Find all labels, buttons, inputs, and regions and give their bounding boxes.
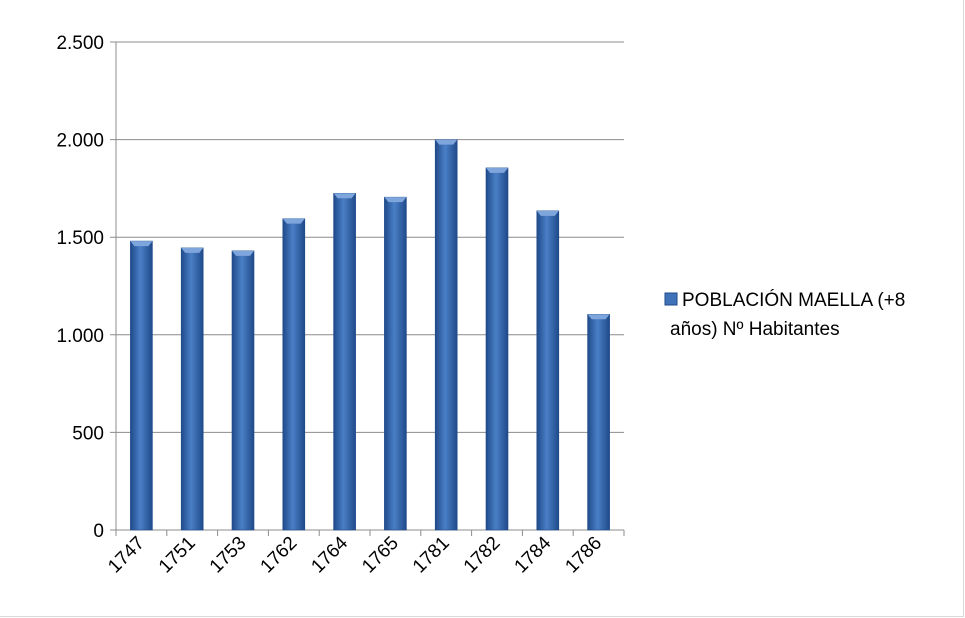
x-tick-label: 1753 <box>206 533 251 578</box>
x-tick-label: 1782 <box>460 533 505 578</box>
legend-swatch <box>664 292 678 306</box>
y-tick-label: 500 <box>72 423 104 444</box>
bar <box>180 247 204 531</box>
x-tick-labels: 1747 1751 1753 1762 1764 1765 1781 1782 1784 1786 <box>104 532 606 577</box>
y-tick-labels: 0 500 1.000 1.500 2.000 2.500 <box>56 33 104 542</box>
x-tick-label: 1784 <box>511 532 556 577</box>
bar <box>282 218 306 531</box>
x-tick-label: 1781 <box>409 533 454 578</box>
bar <box>434 139 458 531</box>
y-tick-label: 1.500 <box>56 228 104 249</box>
bar <box>333 192 356 531</box>
bar <box>384 196 407 531</box>
legend-label-line2: años) Nº Habitantes <box>670 319 840 340</box>
x-tick-label: 1762 <box>257 533 302 578</box>
bar <box>231 250 255 531</box>
legend: POBLACIÓN MAELLA (+8 años) Nº Habitantes <box>664 289 905 340</box>
bars <box>130 139 610 531</box>
y-tick-label: 2.500 <box>56 33 104 54</box>
x-tick-label: 1765 <box>358 533 403 578</box>
x-tick-label: 1751 <box>155 533 200 578</box>
legend-label-line1: POBLACIÓN MAELLA (+8 <box>682 289 905 311</box>
bar <box>587 314 610 531</box>
x-tick-label: 1786 <box>561 533 606 578</box>
bar <box>485 167 509 531</box>
x-tick-label: 1747 <box>104 533 149 578</box>
y-tick-label: 0 <box>93 521 104 542</box>
bar <box>130 240 153 531</box>
x-tick-label: 1764 <box>307 532 352 577</box>
y-tick-label: 2.000 <box>56 131 104 152</box>
bar <box>536 210 560 531</box>
y-tick-label: 1.000 <box>56 326 104 347</box>
